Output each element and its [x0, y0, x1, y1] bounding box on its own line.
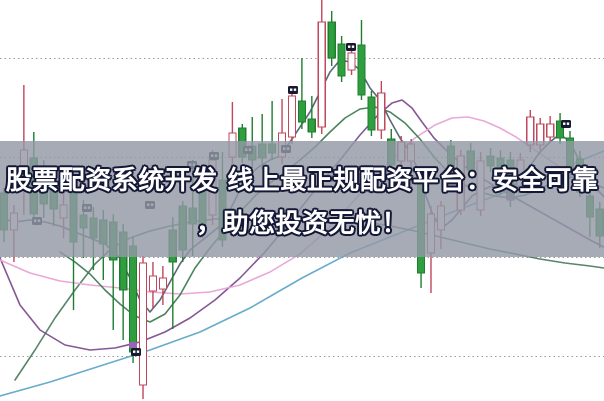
candle-up	[287, 95, 297, 138]
signal-marker-dot	[351, 45, 355, 48]
signal-marker-dot	[566, 122, 570, 125]
overlay-text-line2: ，助您投资无忧！	[195, 209, 408, 239]
signal-marker-dot	[563, 122, 566, 125]
signal-marker-dot	[293, 88, 297, 91]
candle-up	[158, 277, 167, 290]
signal-marker-dot	[290, 88, 293, 91]
signal-marker	[131, 348, 141, 356]
signal-marker-purple	[129, 342, 137, 348]
signal-marker	[561, 120, 571, 128]
signal-marker-dot	[133, 350, 136, 353]
signal-marker	[346, 43, 356, 51]
signal-marker	[288, 86, 298, 94]
candle-down	[555, 120, 565, 139]
overlay-banner: 股票配资系统开发 线上最正规配资平台：安全可靠 ，助您投资无忧！	[0, 141, 604, 257]
signal-marker-dot	[136, 350, 140, 353]
candle-up	[377, 92, 386, 131]
candle-down	[128, 245, 138, 353]
candle-down	[327, 21, 336, 59]
candle-up	[347, 52, 356, 71]
signal-marker-dot	[348, 45, 351, 48]
candle-down	[367, 96, 376, 131]
candle-down	[307, 118, 316, 133]
overlay-text-line1: 股票配资系统开发 线上最正规配资平台：安全可靠	[5, 166, 599, 196]
candle-up	[546, 123, 555, 138]
candle-up	[148, 275, 158, 292]
candle-down	[297, 100, 306, 123]
candle-up	[317, 21, 326, 128]
candle-up	[138, 262, 148, 386]
candle-down	[337, 43, 346, 77]
candle-down	[357, 44, 366, 96]
